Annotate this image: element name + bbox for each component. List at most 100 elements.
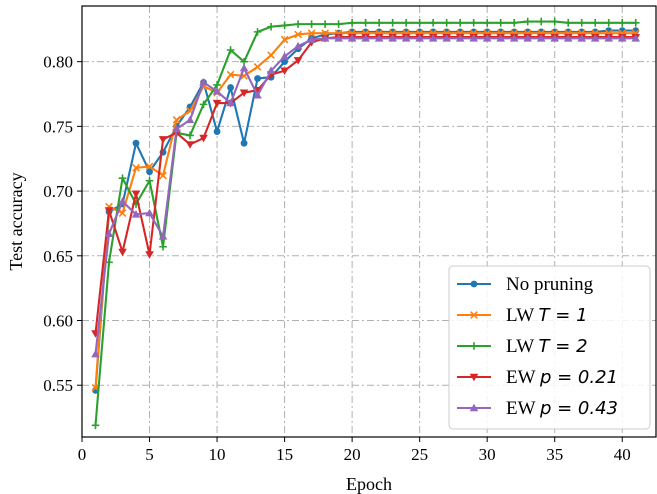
- axis-ticks: 0 5 10 15 20 25 30 35 40 0.55 0.60 0.65 0.70 0.75 0.80: [43, 53, 630, 464]
- data-point: [294, 20, 302, 28]
- data-point: [401, 34, 411, 42]
- data-point: [118, 209, 127, 217]
- data-point: [253, 91, 262, 99]
- data-point: [158, 136, 168, 144]
- data-point: [172, 116, 181, 124]
- data-point: [293, 57, 303, 65]
- legend-marker: [470, 280, 478, 288]
- legend-label: LW T = 1: [506, 305, 588, 326]
- x-tick-label: 40: [614, 445, 631, 464]
- data-point: [564, 19, 573, 27]
- legend-marker: [470, 342, 478, 350]
- data-point: [307, 29, 316, 38]
- legend-label: EW p = 0.21: [506, 367, 618, 388]
- data-point: [253, 28, 262, 36]
- data-point: [402, 19, 410, 27]
- data-point: [158, 232, 168, 240]
- data-point: [145, 162, 154, 171]
- data-point: [145, 251, 154, 259]
- data-point: [91, 349, 100, 358]
- data-point: [631, 19, 640, 27]
- data-point: [510, 19, 518, 27]
- x-tick-label: 20: [344, 445, 361, 464]
- data-point: [563, 34, 573, 42]
- data-point: [280, 67, 289, 76]
- legend-item: EW p = 0.21: [457, 367, 618, 388]
- legend-label-math: T = 2: [539, 336, 588, 357]
- data-point: [388, 19, 397, 27]
- data-point: [267, 51, 275, 60]
- legend-label: No pruning: [506, 274, 594, 295]
- data-point: [266, 66, 276, 74]
- data-point: [361, 19, 370, 27]
- data-point: [199, 100, 208, 109]
- data-point: [375, 19, 383, 27]
- data-point: [199, 134, 208, 143]
- data-point: [131, 190, 141, 198]
- data-point: [537, 17, 545, 26]
- legend-label: EW p = 0.43: [506, 398, 618, 419]
- data-point: [186, 131, 194, 140]
- data-point: [617, 34, 627, 42]
- data-point: [307, 20, 316, 28]
- data-point: [280, 35, 289, 44]
- data-point: [388, 34, 397, 42]
- data-point: [146, 168, 153, 176]
- legend-item: No pruning: [457, 274, 594, 295]
- data-point: [334, 34, 343, 42]
- legend-box: [448, 265, 651, 430]
- data-point: [239, 63, 249, 72]
- data-point: [590, 34, 600, 42]
- data-point: [159, 242, 167, 251]
- data-point: [415, 34, 424, 42]
- y-tick-label: 0.70: [43, 182, 73, 201]
- data-point: [294, 30, 302, 39]
- legend-marker: [469, 373, 479, 382]
- legend-item: EW p = 0.43: [457, 398, 618, 419]
- data-point: [280, 21, 289, 30]
- data-point: [240, 139, 248, 147]
- data-point: [118, 248, 127, 257]
- x-tick-label: 25: [411, 445, 428, 464]
- x-tick-label: 0: [78, 445, 87, 464]
- data-point: [239, 89, 249, 98]
- data-point: [132, 139, 140, 147]
- y-tick-label: 0.75: [43, 117, 73, 136]
- data-point: [145, 176, 154, 185]
- y-tick-label: 0.60: [43, 312, 73, 331]
- data-point: [523, 17, 532, 26]
- grid: [81, 6, 656, 437]
- data-point: [280, 52, 289, 60]
- x-tick-label: 5: [145, 445, 154, 464]
- data-point: [185, 141, 195, 149]
- data-point: [334, 20, 343, 28]
- legend-label-text: EW: [506, 367, 540, 388]
- x-tick-label: 30: [479, 445, 496, 464]
- data-point: [496, 34, 505, 42]
- data-point: [226, 70, 235, 79]
- data-point: [374, 34, 384, 42]
- data-point: [536, 34, 546, 42]
- legend-label-text: LW: [506, 305, 539, 326]
- series-5: [91, 34, 641, 358]
- data-point: [104, 207, 114, 215]
- y-tick-label: 0.80: [43, 53, 73, 72]
- data-point: [496, 19, 505, 27]
- data-point: [212, 87, 222, 95]
- data-point: [361, 34, 370, 42]
- data-point: [267, 22, 275, 31]
- series-3: [91, 17, 640, 430]
- data-point: [618, 19, 627, 27]
- data-point: [320, 34, 330, 42]
- y-tick-label: 0.55: [43, 376, 73, 395]
- data-point: [415, 19, 424, 27]
- legend-marker: [469, 403, 479, 412]
- data-point: [591, 19, 600, 27]
- data-point: [550, 17, 559, 26]
- x-tick-label: 35: [546, 445, 563, 464]
- y-axis-title: Test accuracy: [6, 172, 26, 270]
- data-point: [172, 124, 181, 133]
- data-point: [159, 171, 167, 180]
- data-point: [442, 19, 451, 27]
- data-point: [91, 421, 100, 430]
